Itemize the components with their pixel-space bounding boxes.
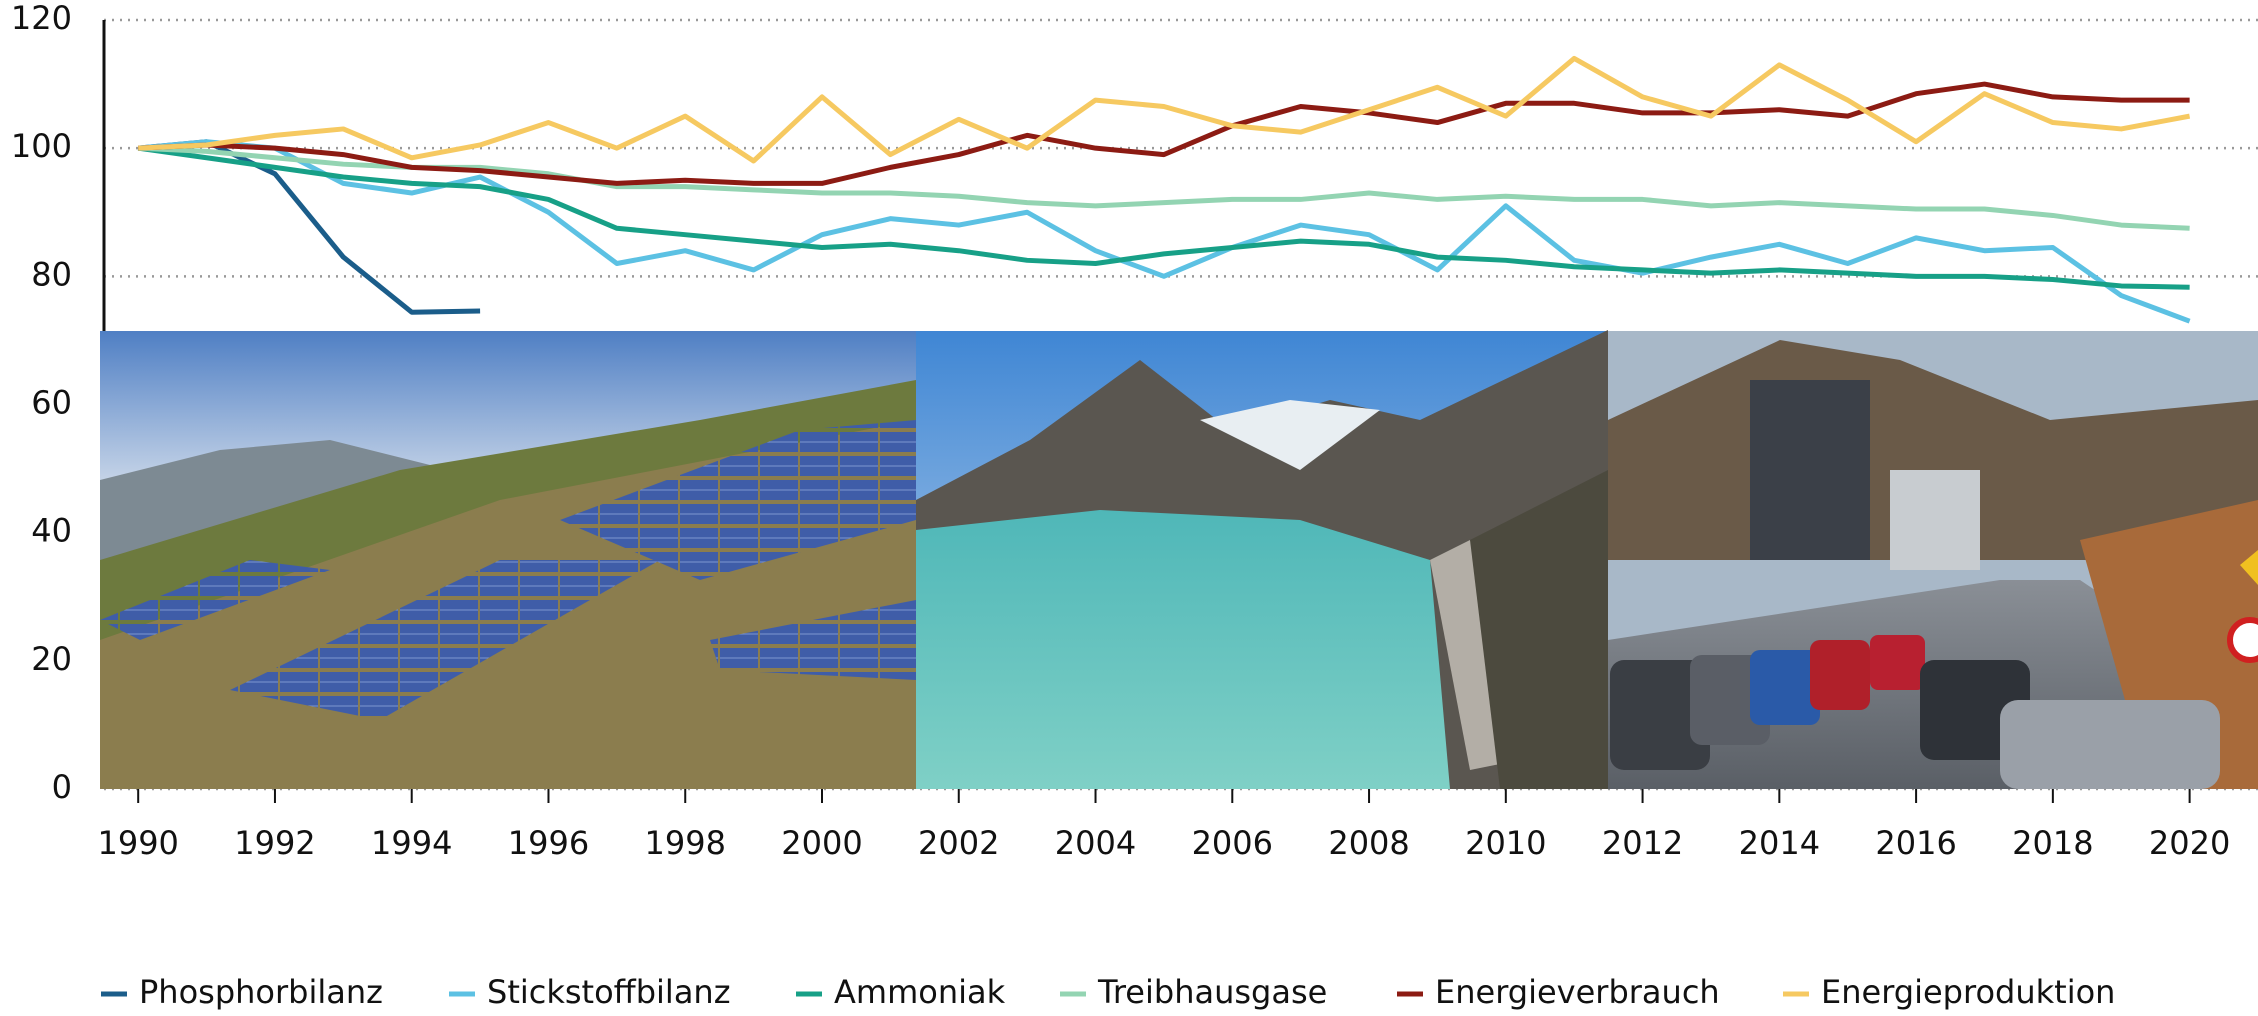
legend-label: Stickstoffbilanz [487,973,731,1011]
x-tick-label: 1998 [645,824,726,862]
x-tick-label: 2012 [1602,824,1683,862]
legend-label: Energieproduktion [1821,973,2115,1011]
x-tick-label: 2018 [2012,824,2093,862]
x-tick-label: 2008 [1328,824,1409,862]
x-tick-label: 2006 [1192,824,1273,862]
x-tick-label: 1990 [97,824,178,862]
x-tick-label: 1996 [508,824,589,862]
y-tick-label: 0 [52,768,72,806]
legend-label: Treibhausgase [1097,973,1327,1011]
series-line [138,81,2190,186]
photo-strip [100,330,2258,789]
y-tick-label: 60 [31,384,72,422]
y-tick-label: 120 [11,0,72,37]
x-tick-label: 2002 [918,824,999,862]
x-tick-label: 2004 [1055,824,1136,862]
legend-label: Ammoniak [834,973,1006,1011]
x-tick-label: 1992 [234,824,315,862]
y-tick-label: 20 [31,640,72,678]
y-tick-label: 40 [31,512,72,550]
photo-dam-lake [916,330,1608,789]
x-tick-label: 1994 [371,824,452,862]
x-tick-label: 2010 [1465,824,1546,862]
legend-label: Energieverbrauch [1435,973,1720,1011]
series-line [138,55,2191,164]
photo-traffic [1608,331,2258,789]
photo-solar [100,331,916,789]
x-tick-label: 2000 [781,824,862,862]
x-tick-label: 2020 [2149,824,2230,862]
series-line [138,145,2190,231]
y-tick-label: 100 [11,127,72,165]
legend-label: Phosphorbilanz [139,973,383,1011]
series-line [137,139,2191,324]
series-line [137,145,2190,290]
y-tick-label: 80 [31,255,72,293]
x-tick-label: 2014 [1739,824,1820,862]
x-tick-label: 2016 [1875,824,1956,862]
